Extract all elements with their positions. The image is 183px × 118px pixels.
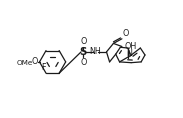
Text: OH: OH (124, 42, 137, 51)
Text: O: O (80, 58, 87, 67)
Text: O: O (32, 57, 38, 66)
Text: OMe: OMe (17, 60, 33, 66)
Text: O: O (123, 29, 129, 38)
Text: N: N (126, 49, 132, 58)
Text: S: S (80, 47, 87, 57)
Text: F: F (41, 63, 45, 72)
Text: O: O (80, 37, 87, 46)
Text: NH: NH (89, 47, 101, 56)
